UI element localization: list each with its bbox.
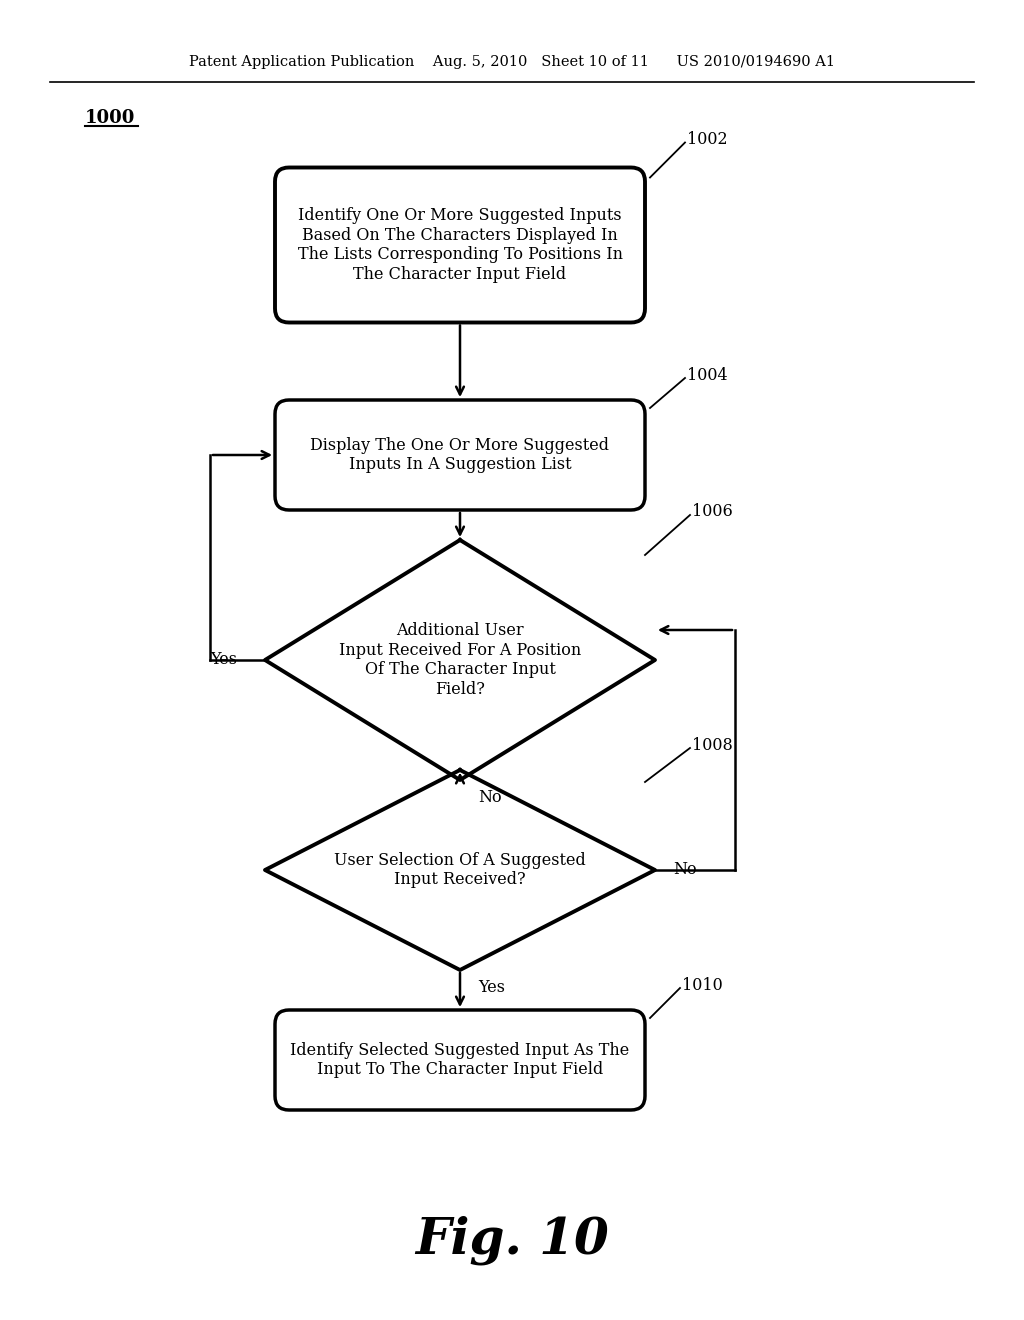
- Text: User Selection Of A Suggested
Input Received?: User Selection Of A Suggested Input Rece…: [334, 851, 586, 888]
- Text: Identify One Or More Suggested Inputs
Based On The Characters Displayed In
The L: Identify One Or More Suggested Inputs Ba…: [298, 207, 623, 282]
- Text: Additional User
Input Received For A Position
Of The Character Input
Field?: Additional User Input Received For A Pos…: [339, 622, 582, 698]
- Text: No: No: [673, 862, 696, 879]
- Text: 1004: 1004: [687, 367, 728, 384]
- Text: Identify Selected Suggested Input As The
Input To The Character Input Field: Identify Selected Suggested Input As The…: [291, 1041, 630, 1078]
- FancyBboxPatch shape: [275, 168, 645, 322]
- Text: Yes: Yes: [478, 979, 505, 997]
- Text: 1008: 1008: [692, 737, 733, 754]
- Polygon shape: [265, 770, 655, 970]
- Text: 1002: 1002: [687, 131, 728, 148]
- Text: 1010: 1010: [682, 977, 723, 994]
- Text: Patent Application Publication    Aug. 5, 2010   Sheet 10 of 11      US 2010/019: Patent Application Publication Aug. 5, 2…: [189, 55, 835, 69]
- Text: No: No: [478, 789, 502, 807]
- FancyBboxPatch shape: [275, 400, 645, 510]
- Text: Fig. 10: Fig. 10: [415, 1216, 609, 1265]
- FancyBboxPatch shape: [275, 1010, 645, 1110]
- Text: Yes: Yes: [210, 652, 237, 668]
- Text: 1006: 1006: [692, 503, 733, 520]
- Text: 1000: 1000: [85, 110, 135, 127]
- Polygon shape: [265, 540, 655, 780]
- Text: Display The One Or More Suggested
Inputs In A Suggestion List: Display The One Or More Suggested Inputs…: [310, 437, 609, 474]
